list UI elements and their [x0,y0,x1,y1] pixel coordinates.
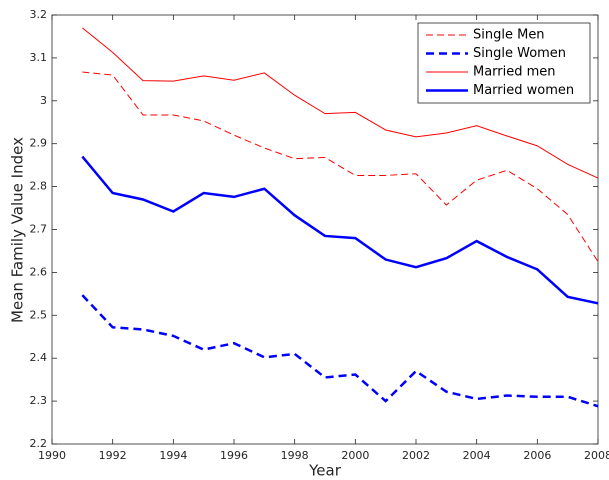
y-axis-label: Mean Family Value Index [9,137,27,323]
y-tick-label: 2.9 [30,137,48,150]
y-tick-label: 2.6 [30,265,48,278]
y-tick-label: 3 [40,94,47,107]
x-tick-label: 1994 [159,449,187,462]
x-tick-label: 2000 [341,449,369,462]
x-tick-label: 2004 [463,449,491,462]
y-tick-label: 2.4 [30,351,48,364]
series-line [82,71,599,262]
y-tick-label: 2.2 [30,437,48,450]
x-tick-label: 1996 [220,449,248,462]
y-tick-label: 2.8 [30,180,48,193]
x-tick-label: 1992 [99,449,127,462]
series-line [81,155,599,305]
series-line [82,27,599,179]
x-tick-label: 1990 [38,449,66,462]
y-tick-label: 2.7 [30,223,48,236]
x-axis-label: Year [308,462,342,480]
x-tick-label: 2006 [523,449,551,462]
legend-label: Married men [473,65,556,80]
x-tick-label: 2008 [584,449,609,462]
y-tick-label: 2.5 [30,308,48,321]
legend-label: Single Women [473,46,566,61]
y-tick-label: 2.3 [30,394,48,407]
x-tick-label: 1998 [281,449,309,462]
x-tick-label: 2002 [402,449,430,462]
y-tick-label: 3.2 [30,8,48,21]
legend-label: Single Men [473,28,545,43]
legend-label: Married women [473,83,574,98]
series-line [81,294,599,408]
y-tick-label: 3.1 [30,51,48,64]
